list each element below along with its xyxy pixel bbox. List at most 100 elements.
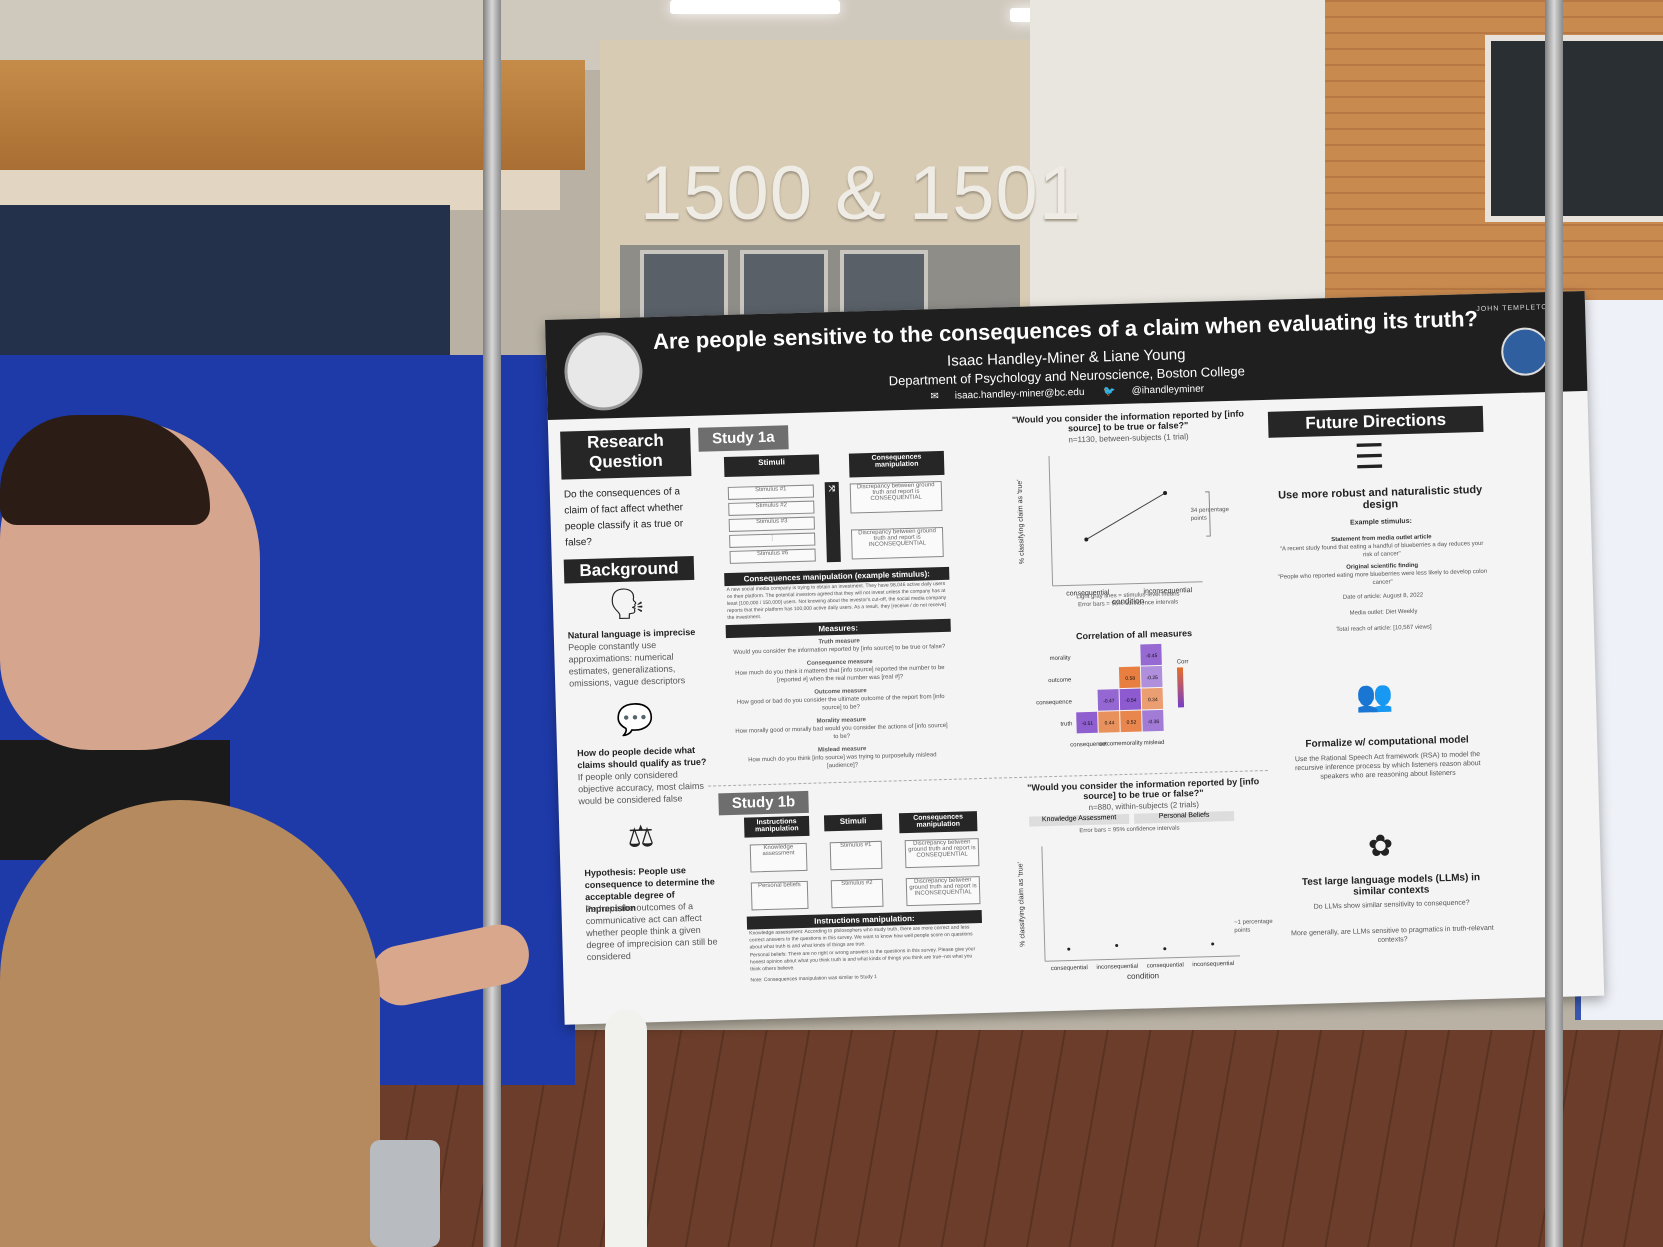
sponsor-seal-icon	[1500, 326, 1550, 377]
ceiling-light	[670, 0, 840, 14]
boston-college-seal-icon	[563, 331, 644, 412]
col-label: consequence	[1070, 741, 1107, 748]
two-people-icon: 👥	[1355, 679, 1394, 714]
heatmap-value: -0.51	[1082, 721, 1094, 727]
poster-stand-pole	[483, 0, 501, 1247]
example-label: Example stimulus:	[1349, 517, 1412, 527]
speech-bubbles-icon: 💬	[615, 703, 655, 738]
row-label: morality	[1050, 655, 1071, 662]
instructions-label: Instructions manipulation	[743, 815, 810, 838]
inconsequential-box: Discrepancy between ground truth and rep…	[850, 526, 944, 560]
heatmap-cell	[1119, 688, 1142, 711]
article-date: Date of article: August 8, 2022	[1342, 592, 1424, 601]
data-point	[1163, 947, 1167, 951]
article-reach: Total reach of article: [10,567 views]	[1336, 624, 1432, 634]
data-point	[1067, 947, 1071, 951]
research-question-text: Do the consequences of a claim of fact a…	[563, 486, 684, 549]
heatmap-cell	[1120, 710, 1142, 733]
heatmap-cell	[1076, 711, 1098, 734]
background-heading: Background	[563, 555, 695, 584]
future-directions-heading: Future Directions	[1267, 405, 1484, 438]
article-outlet: Media outlet: Diet Weekly	[1349, 608, 1418, 617]
shuffle-icon: ⤨	[824, 481, 841, 563]
x-axis	[1045, 955, 1241, 962]
heatmap-value: 0.44	[1105, 720, 1115, 726]
heatmap-value: -0.47	[1103, 698, 1115, 704]
room-number-sign: 1500 & 1501	[640, 151, 1083, 236]
background-item-text: People constantly use approximations: nu…	[568, 640, 686, 689]
x-tick-label: inconsequential	[1192, 961, 1234, 968]
series-line	[1086, 492, 1166, 540]
col-label: outcome	[1098, 741, 1122, 748]
study1b-chart: consequential inconsequential consequentia…	[1017, 846, 1241, 981]
stimulus-box: Stimulus #3	[728, 516, 815, 532]
stimulus-box: ⋮	[729, 532, 816, 548]
future-item-text: Use the Rational Speech Act framework (R…	[1294, 751, 1481, 781]
study1a-heading: Study 1a	[698, 425, 789, 452]
poster-twitter: @ihandleyminer	[1131, 383, 1205, 397]
stimulus-box: Stimulus #1	[727, 484, 815, 500]
future-item-title: Test large language models (LLMs) in sim…	[1301, 872, 1481, 898]
window	[1485, 35, 1663, 222]
stimuli-label: Stimuli	[823, 813, 883, 832]
research-poster: Are people sensitive to the consequences…	[545, 290, 1605, 1025]
person-hair	[0, 800, 380, 1247]
study1b-heading: Study 1b	[718, 790, 809, 816]
heatmap-cell	[1097, 689, 1120, 711]
instruction-box: Knowledge assessment	[749, 842, 808, 873]
stimulus-box: Stimulus #2	[830, 878, 884, 909]
data-point	[1115, 943, 1119, 947]
heatmap-value: -0.25	[1146, 675, 1158, 681]
data-point	[1084, 537, 1089, 542]
document-list-icon: ☰	[1353, 437, 1386, 477]
consequential-box: Discrepancy between ground truth and rep…	[849, 480, 943, 514]
heatmap-cell	[1141, 687, 1164, 710]
head-speaking-icon: 🗣	[607, 587, 647, 622]
future-item-title: Use more robust and naturalistic study d…	[1277, 483, 1483, 512]
study1a-chart-note: Light gray lines = stimulus-level means …	[1076, 591, 1180, 609]
stimulus-box: Stimulus #1	[829, 840, 883, 871]
x-axis-label: condition	[1112, 596, 1144, 606]
data-point	[1211, 942, 1215, 946]
x-tick-label: inconsequential	[1096, 964, 1138, 971]
legend-bar	[1176, 667, 1185, 708]
x-axis-label: condition	[1127, 971, 1159, 981]
poster-tube	[605, 1010, 647, 1247]
poster-email: isaac.handley-miner@bc.edu	[954, 386, 1085, 402]
stimuli-label: Stimuli	[723, 454, 820, 478]
inconsequential-box: Discrepancy between ground truth and rep…	[905, 876, 981, 907]
heatmap-cell	[1140, 643, 1162, 666]
row-label: truth	[1060, 721, 1072, 727]
email-icon: ✉	[930, 391, 939, 403]
heatmap-cell	[1118, 666, 1141, 689]
heatmap-value: 0.52	[1127, 720, 1137, 726]
future-item-text: Do LLMs show similar sensitivity to cons…	[1313, 899, 1470, 911]
legend-title: Corr	[1177, 659, 1189, 665]
heatmap-cell	[1140, 665, 1163, 688]
row-label: consequence	[1036, 699, 1073, 706]
row-label: outcome	[1048, 677, 1072, 684]
poster-stand-pole	[1545, 0, 1563, 1247]
y-axis	[1041, 846, 1046, 962]
data-point	[1163, 491, 1168, 496]
study1b-chart-annotation: ~1 percentage points	[1234, 918, 1273, 934]
instruction-box: Personal beliefs	[750, 880, 809, 911]
stimulus-box: Stimulus #6	[729, 548, 816, 564]
balance-icon: ⚖	[627, 820, 655, 854]
heatmap-cell	[1098, 711, 1120, 733]
x-tick-label: consequential	[1147, 962, 1184, 969]
future-item-title: Formalize w/ computational model	[1305, 734, 1469, 750]
wall	[1030, 0, 1330, 330]
x-tick-label: consequential	[1066, 589, 1110, 597]
future-item-text: More generally, are LLMs sensitive to pr…	[1291, 924, 1494, 944]
x-tick-label: consequential	[1051, 965, 1088, 972]
openai-icon: ✿	[1367, 829, 1394, 864]
stimulus-box: Stimulus #2	[728, 500, 815, 516]
col-label: mislead	[1144, 740, 1165, 747]
consequences-label: Consequences manipulation	[898, 811, 978, 834]
wall-panel	[0, 170, 560, 210]
heatmap-value: -0.54	[1125, 698, 1137, 704]
drink-can	[370, 1140, 440, 1247]
study1a-chart-annotation: 34 percentage points	[1190, 506, 1230, 523]
